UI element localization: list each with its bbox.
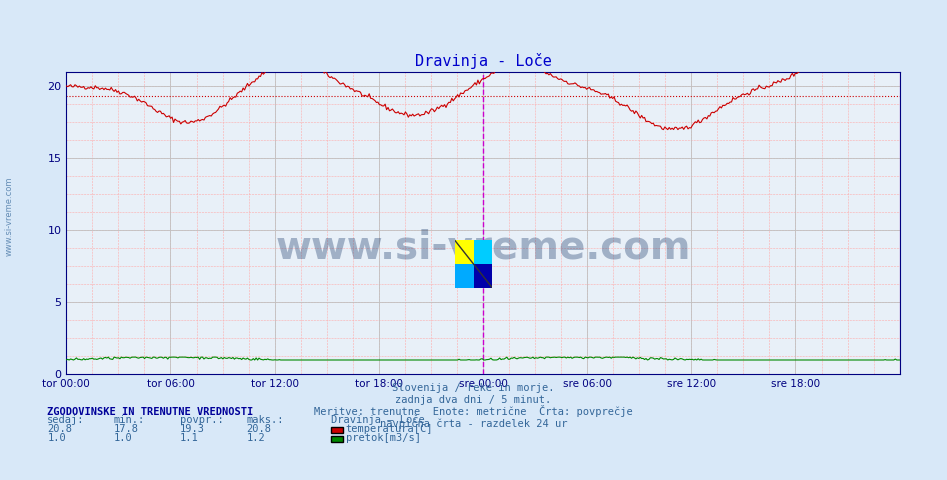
Text: Meritve: trenutne  Enote: metrične  Črta: povprečje: Meritve: trenutne Enote: metrične Črta: … (314, 405, 633, 417)
Text: 1.2: 1.2 (246, 432, 265, 443)
Text: povpr.:: povpr.: (180, 415, 223, 425)
Text: ZGODOVINSKE IN TRENUTNE VREDNOSTI: ZGODOVINSKE IN TRENUTNE VREDNOSTI (47, 407, 254, 417)
Text: 1.0: 1.0 (114, 432, 133, 443)
Title: Dravinja - Loče: Dravinja - Loče (415, 53, 551, 70)
Text: 17.8: 17.8 (114, 424, 138, 434)
Bar (455, 240, 474, 264)
Bar (474, 264, 492, 288)
Text: pretok[m3/s]: pretok[m3/s] (346, 432, 420, 443)
Text: 1.1: 1.1 (180, 432, 199, 443)
Text: Dravinja – Loče: Dravinja – Loče (331, 415, 425, 425)
Bar (474, 240, 492, 264)
Text: sedaj:: sedaj: (47, 415, 85, 425)
Text: 20.8: 20.8 (47, 424, 72, 434)
Text: temperatura[C]: temperatura[C] (346, 424, 433, 434)
Text: maks.:: maks.: (246, 415, 284, 425)
Text: www.si-vreme.com: www.si-vreme.com (276, 228, 690, 266)
Text: 20.8: 20.8 (246, 424, 271, 434)
Text: 1.0: 1.0 (47, 432, 66, 443)
Bar (455, 264, 474, 288)
Text: Slovenija / reke in morje.: Slovenija / reke in morje. (392, 383, 555, 393)
Text: min.:: min.: (114, 415, 145, 425)
Text: navpična črta - razdelek 24 ur: navpična črta - razdelek 24 ur (380, 419, 567, 429)
Text: 19.3: 19.3 (180, 424, 205, 434)
Text: zadnja dva dni / 5 minut.: zadnja dva dni / 5 minut. (396, 395, 551, 405)
Text: www.si-vreme.com: www.si-vreme.com (5, 176, 14, 256)
